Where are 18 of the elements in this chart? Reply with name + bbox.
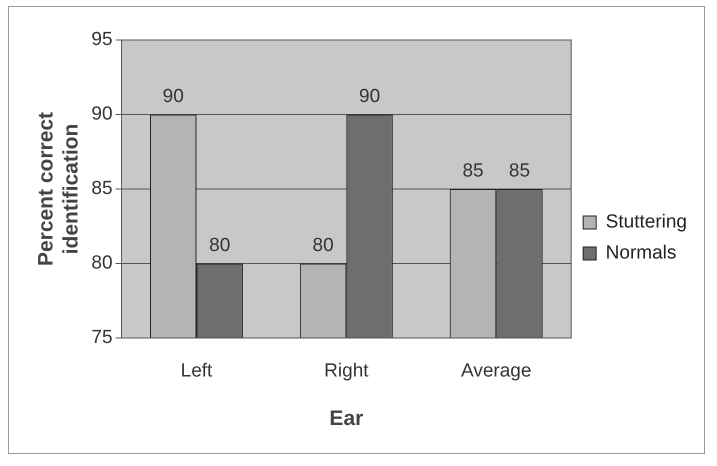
x-tick-label: Left xyxy=(180,360,214,382)
x-tick-label: Average xyxy=(461,360,532,382)
data-label: 90 xyxy=(359,86,380,108)
legend-label: Normals xyxy=(606,242,676,264)
y-axis-title: Percent correct identification xyxy=(34,112,83,266)
y-tick-label: 85 xyxy=(91,178,113,200)
data-label: 80 xyxy=(209,235,230,256)
data-label: 85 xyxy=(508,160,530,182)
data-label: 85 xyxy=(462,160,484,182)
x-axis-title: Ear xyxy=(329,407,364,430)
legend-label: Stuttering xyxy=(606,212,688,233)
data-label: 80 xyxy=(312,235,334,256)
x-tick-label: Right xyxy=(324,360,370,382)
y-tick-label: 95 xyxy=(91,29,113,50)
y-tick-label: 90 xyxy=(91,104,113,125)
y-tick-label: 75 xyxy=(91,327,113,348)
y-tick-label: 80 xyxy=(91,252,113,274)
data-label: 90 xyxy=(162,86,184,108)
